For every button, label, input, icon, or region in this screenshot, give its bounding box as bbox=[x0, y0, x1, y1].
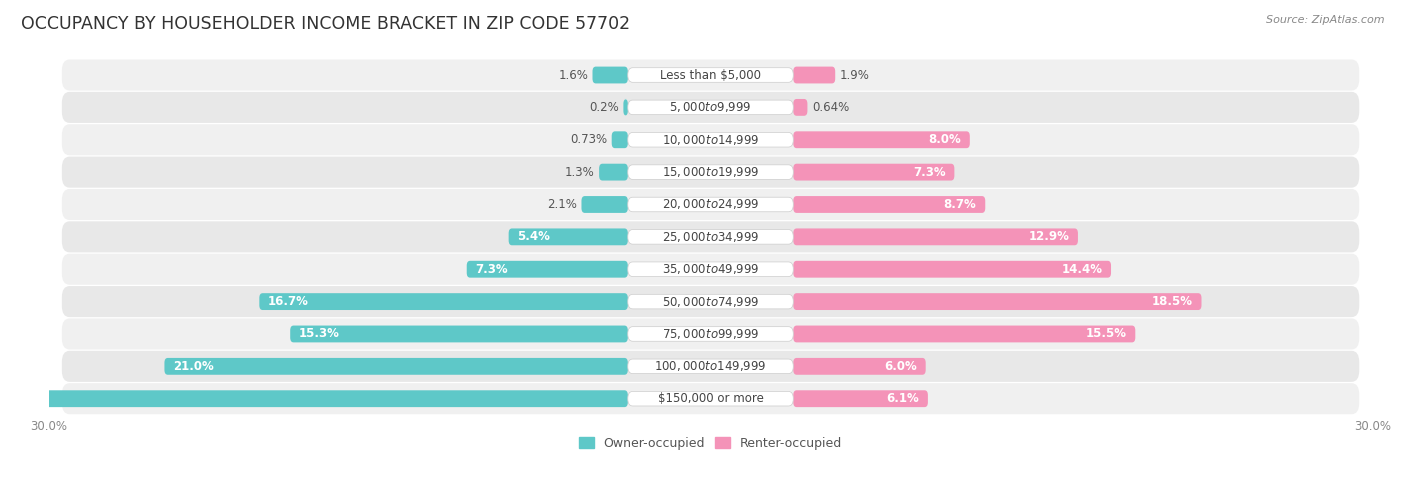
FancyBboxPatch shape bbox=[628, 294, 793, 309]
FancyBboxPatch shape bbox=[628, 132, 793, 147]
FancyBboxPatch shape bbox=[62, 383, 1360, 414]
FancyBboxPatch shape bbox=[793, 358, 925, 375]
FancyBboxPatch shape bbox=[259, 293, 628, 310]
Text: 28.5%: 28.5% bbox=[8, 392, 49, 405]
Text: 6.0%: 6.0% bbox=[884, 360, 917, 373]
Text: 16.7%: 16.7% bbox=[269, 295, 309, 308]
FancyBboxPatch shape bbox=[628, 327, 793, 341]
FancyBboxPatch shape bbox=[62, 157, 1360, 187]
FancyBboxPatch shape bbox=[628, 392, 793, 406]
FancyBboxPatch shape bbox=[793, 261, 1111, 278]
FancyBboxPatch shape bbox=[599, 164, 628, 181]
Text: Source: ZipAtlas.com: Source: ZipAtlas.com bbox=[1267, 15, 1385, 25]
Text: 2.1%: 2.1% bbox=[547, 198, 576, 211]
Text: 1.6%: 1.6% bbox=[558, 69, 588, 81]
Text: Less than $5,000: Less than $5,000 bbox=[659, 69, 761, 81]
Text: 8.0%: 8.0% bbox=[928, 133, 960, 146]
Text: 0.64%: 0.64% bbox=[811, 101, 849, 114]
FancyBboxPatch shape bbox=[62, 351, 1360, 382]
Text: 1.3%: 1.3% bbox=[565, 166, 595, 179]
FancyBboxPatch shape bbox=[612, 131, 628, 148]
Text: 21.0%: 21.0% bbox=[173, 360, 214, 373]
Text: $25,000 to $34,999: $25,000 to $34,999 bbox=[662, 230, 759, 244]
FancyBboxPatch shape bbox=[0, 390, 628, 407]
FancyBboxPatch shape bbox=[509, 228, 628, 245]
Text: $75,000 to $99,999: $75,000 to $99,999 bbox=[662, 327, 759, 341]
FancyBboxPatch shape bbox=[793, 164, 955, 181]
FancyBboxPatch shape bbox=[628, 197, 793, 212]
Text: $50,000 to $74,999: $50,000 to $74,999 bbox=[662, 295, 759, 309]
FancyBboxPatch shape bbox=[793, 99, 807, 116]
FancyBboxPatch shape bbox=[793, 196, 986, 213]
FancyBboxPatch shape bbox=[628, 262, 793, 277]
Legend: Owner-occupied, Renter-occupied: Owner-occupied, Renter-occupied bbox=[574, 432, 848, 455]
FancyBboxPatch shape bbox=[628, 229, 793, 244]
Text: $5,000 to $9,999: $5,000 to $9,999 bbox=[669, 100, 752, 114]
FancyBboxPatch shape bbox=[62, 59, 1360, 91]
Text: 14.4%: 14.4% bbox=[1062, 262, 1102, 276]
FancyBboxPatch shape bbox=[592, 67, 628, 83]
FancyBboxPatch shape bbox=[165, 358, 628, 375]
Text: 6.1%: 6.1% bbox=[886, 392, 920, 405]
FancyBboxPatch shape bbox=[628, 68, 793, 82]
FancyBboxPatch shape bbox=[290, 325, 628, 342]
FancyBboxPatch shape bbox=[62, 286, 1360, 317]
FancyBboxPatch shape bbox=[628, 165, 793, 179]
FancyBboxPatch shape bbox=[467, 261, 628, 278]
Text: $100,000 to $149,999: $100,000 to $149,999 bbox=[654, 359, 766, 374]
Text: 1.9%: 1.9% bbox=[839, 69, 869, 81]
FancyBboxPatch shape bbox=[628, 100, 793, 114]
Text: $35,000 to $49,999: $35,000 to $49,999 bbox=[662, 262, 759, 276]
Text: 0.73%: 0.73% bbox=[571, 133, 607, 146]
Text: $150,000 or more: $150,000 or more bbox=[658, 392, 763, 405]
FancyBboxPatch shape bbox=[793, 131, 970, 148]
FancyBboxPatch shape bbox=[62, 189, 1360, 220]
Text: 15.3%: 15.3% bbox=[299, 327, 340, 340]
Text: 7.3%: 7.3% bbox=[475, 262, 508, 276]
Text: $10,000 to $14,999: $10,000 to $14,999 bbox=[662, 133, 759, 147]
FancyBboxPatch shape bbox=[623, 99, 628, 116]
Text: 5.4%: 5.4% bbox=[517, 230, 550, 244]
Text: OCCUPANCY BY HOUSEHOLDER INCOME BRACKET IN ZIP CODE 57702: OCCUPANCY BY HOUSEHOLDER INCOME BRACKET … bbox=[21, 15, 630, 33]
Text: 12.9%: 12.9% bbox=[1028, 230, 1069, 244]
Text: 7.3%: 7.3% bbox=[912, 166, 946, 179]
Text: 18.5%: 18.5% bbox=[1152, 295, 1192, 308]
Text: $15,000 to $19,999: $15,000 to $19,999 bbox=[662, 165, 759, 179]
FancyBboxPatch shape bbox=[62, 254, 1360, 285]
FancyBboxPatch shape bbox=[62, 124, 1360, 155]
FancyBboxPatch shape bbox=[793, 67, 835, 83]
FancyBboxPatch shape bbox=[582, 196, 628, 213]
FancyBboxPatch shape bbox=[793, 293, 1202, 310]
FancyBboxPatch shape bbox=[793, 325, 1135, 342]
FancyBboxPatch shape bbox=[62, 318, 1360, 350]
Text: 8.7%: 8.7% bbox=[943, 198, 976, 211]
FancyBboxPatch shape bbox=[62, 92, 1360, 123]
FancyBboxPatch shape bbox=[62, 221, 1360, 252]
Text: 0.2%: 0.2% bbox=[589, 101, 619, 114]
Text: $20,000 to $24,999: $20,000 to $24,999 bbox=[662, 198, 759, 211]
FancyBboxPatch shape bbox=[628, 359, 793, 374]
FancyBboxPatch shape bbox=[793, 228, 1078, 245]
Text: 15.5%: 15.5% bbox=[1085, 327, 1126, 340]
FancyBboxPatch shape bbox=[793, 390, 928, 407]
